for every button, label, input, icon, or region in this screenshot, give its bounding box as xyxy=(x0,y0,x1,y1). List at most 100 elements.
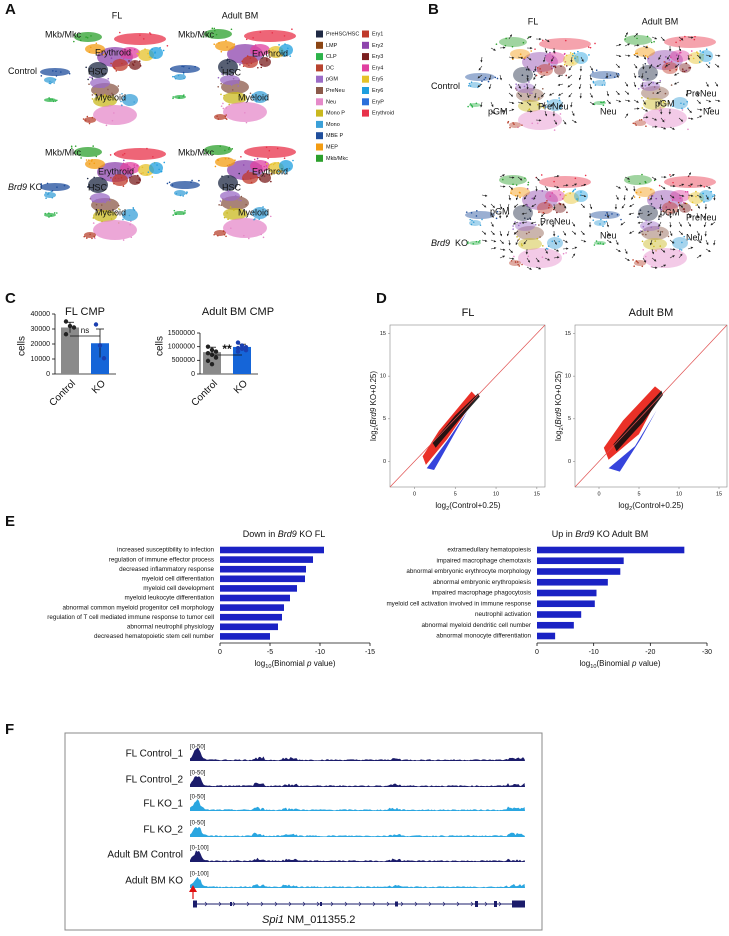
cell-dot xyxy=(132,64,135,66)
cell-dot xyxy=(160,170,163,173)
cell-dot xyxy=(690,50,693,52)
cell-dot xyxy=(256,157,259,160)
velocity-arrow xyxy=(562,230,567,236)
cell-dot xyxy=(551,65,553,67)
velocity-arrow xyxy=(508,92,514,97)
cell-dot xyxy=(686,100,688,103)
cell-dot xyxy=(541,87,544,90)
cluster-blob xyxy=(149,47,163,59)
cell-dot xyxy=(641,240,644,243)
cell-dot xyxy=(141,166,144,169)
cell-dot xyxy=(101,177,104,180)
velocity-arrow xyxy=(568,92,573,98)
cell-dot xyxy=(665,56,667,58)
legend-swatch xyxy=(316,120,323,128)
velocity-arrow xyxy=(637,221,644,224)
cell-dot xyxy=(136,181,138,184)
cluster-label: Mkb/Mkc xyxy=(178,147,215,157)
cell-dot xyxy=(242,65,245,68)
cell-dot xyxy=(218,42,220,44)
legend-swatch xyxy=(316,53,323,61)
cell-dot xyxy=(131,63,134,65)
y-axis-label: log2(Brd9 KO+0.25) xyxy=(554,371,565,441)
cell-dot xyxy=(616,213,619,216)
velocity-arrow xyxy=(578,74,582,81)
cluster-blob xyxy=(252,91,268,103)
cell-dot xyxy=(531,92,533,94)
cell-dot xyxy=(541,256,544,258)
y-tick-label: 30000 xyxy=(31,326,51,333)
cell-dot xyxy=(266,59,268,62)
cell-dot xyxy=(50,214,52,217)
cell-dot xyxy=(662,101,665,103)
cluster-blob xyxy=(640,221,660,231)
velocity-arrow xyxy=(512,221,519,225)
cell-dot xyxy=(136,174,139,177)
bar xyxy=(537,600,595,608)
cell-dot xyxy=(144,48,146,50)
data-point xyxy=(209,347,215,353)
cell-dot xyxy=(95,203,98,206)
cell-dot xyxy=(680,102,682,105)
cell-dot xyxy=(182,71,185,74)
velocity-arrow xyxy=(606,230,610,236)
cell-dot xyxy=(698,61,701,63)
x-tick-label: 15 xyxy=(534,491,540,497)
cell-dot xyxy=(221,73,223,75)
velocity-arrow xyxy=(567,74,573,79)
velocity-arrow xyxy=(578,83,582,90)
cell-dot xyxy=(551,192,554,194)
legend-label: Ery3 xyxy=(372,54,383,60)
cell-dot xyxy=(655,197,658,200)
velocity-arrow xyxy=(658,212,662,219)
velocity-arrow xyxy=(517,56,524,59)
cell-dot xyxy=(262,236,265,239)
cell-dot xyxy=(179,194,182,197)
cell-dot xyxy=(594,42,596,45)
velocity-arrow xyxy=(623,194,626,201)
cell-dot xyxy=(284,172,287,174)
velocity-arrow xyxy=(696,108,703,111)
cell-dot xyxy=(679,248,681,251)
x-tick-label: 10 xyxy=(493,491,499,497)
velocity-arrow xyxy=(542,101,546,108)
cell-dot xyxy=(546,100,549,103)
velocity-arrow xyxy=(669,221,672,228)
cell-dot xyxy=(565,194,567,197)
velocity-arrow xyxy=(641,81,644,88)
velocity-arrow xyxy=(678,203,684,208)
velocity-arrow xyxy=(687,108,692,114)
bar xyxy=(537,557,624,565)
cell-dot xyxy=(97,100,100,102)
cell-dot xyxy=(154,57,156,59)
cell-dot xyxy=(592,71,594,73)
cell-dot xyxy=(512,183,514,186)
cell-dot xyxy=(541,190,544,192)
cell-dot xyxy=(551,67,553,70)
cell-dot xyxy=(525,232,528,235)
cell-dot xyxy=(95,155,98,158)
cell-dot xyxy=(90,67,92,69)
velocity-arrow xyxy=(481,194,488,197)
velocity-arrow xyxy=(521,221,528,224)
cell-dot xyxy=(101,200,103,202)
cell-dot xyxy=(97,54,100,57)
cell-dot xyxy=(85,66,87,69)
cell-dot xyxy=(559,113,562,115)
velocity-arrow xyxy=(624,90,630,95)
cell-dot xyxy=(250,181,253,184)
cell-dot xyxy=(572,189,575,192)
velocity-arrow xyxy=(696,90,700,97)
cell-dot xyxy=(640,191,642,193)
cell-dot xyxy=(88,163,91,165)
cluster-blob xyxy=(44,192,56,198)
cell-dot xyxy=(130,236,133,239)
cell-dot xyxy=(142,172,144,174)
cell-dot xyxy=(637,261,639,264)
cell-dot xyxy=(653,86,656,88)
cell-dot xyxy=(606,211,608,214)
cell-dot xyxy=(652,81,654,84)
cell-dot xyxy=(700,199,703,202)
cell-dot xyxy=(277,162,280,164)
cell-dot xyxy=(225,39,227,42)
